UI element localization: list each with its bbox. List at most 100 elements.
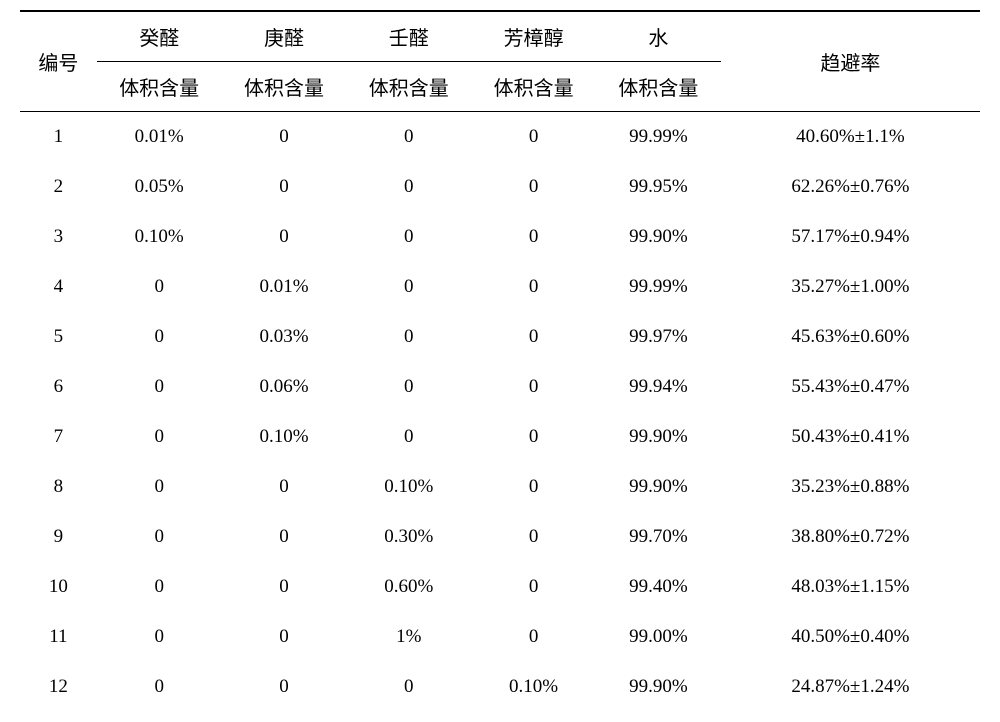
cell-compound-1: 0	[97, 562, 222, 612]
cell-rate: 35.27%±1.00%	[721, 262, 980, 312]
cell-compound-2: 0	[222, 162, 347, 212]
cell-compound-5: 99.94%	[596, 362, 721, 412]
cell-compound-1: 0.10%	[97, 212, 222, 262]
cell-rate: 38.80%±0.72%	[721, 512, 980, 562]
cell-rate: 35.23%±0.88%	[721, 462, 980, 512]
cell-number: 3	[20, 212, 97, 262]
cell-compound-5: 99.00%	[596, 612, 721, 662]
table-body: 10.01%00099.99%40.60%±1.1%20.05%00099.95…	[20, 112, 980, 713]
header-rate: 趋避率	[721, 11, 980, 112]
cell-compound-1: 0.01%	[97, 112, 222, 163]
cell-compound-2: 0.01%	[222, 262, 347, 312]
cell-number: 9	[20, 512, 97, 562]
header-compound-5: 水	[596, 11, 721, 62]
cell-compound-1: 0	[97, 412, 222, 462]
cell-compound-1: 0	[97, 312, 222, 362]
subheader-volume-2: 体积含量	[222, 62, 347, 112]
cell-rate: 48.03%±1.15%	[721, 562, 980, 612]
cell-compound-5: 99.99%	[596, 262, 721, 312]
cell-compound-5: 99.90%	[596, 412, 721, 462]
cell-number: 12	[20, 662, 97, 712]
cell-compound-5: 99.40%	[596, 562, 721, 612]
cell-compound-3: 0.10%	[346, 462, 471, 512]
cell-compound-5: 99.95%	[596, 162, 721, 212]
cell-rate: 40.50%±0.40%	[721, 612, 980, 662]
table-row: 400.01%0099.99%35.27%±1.00%	[20, 262, 980, 312]
table-row: 8000.10%099.90%35.23%±0.88%	[20, 462, 980, 512]
cell-number: 7	[20, 412, 97, 462]
cell-compound-2: 0	[222, 212, 347, 262]
cell-compound-2: 0.10%	[222, 412, 347, 462]
header-compound-2: 庚醛	[222, 11, 347, 62]
cell-compound-4: 0	[471, 412, 596, 462]
subheader-volume-5: 体积含量	[596, 62, 721, 112]
cell-compound-3: 0	[346, 162, 471, 212]
subheader-volume-3: 体积含量	[346, 62, 471, 112]
cell-number: 5	[20, 312, 97, 362]
cell-compound-3: 0	[346, 362, 471, 412]
cell-compound-3: 0.30%	[346, 512, 471, 562]
cell-compound-3: 0	[346, 662, 471, 712]
cell-compound-4: 0	[471, 512, 596, 562]
table-header: 编号 癸醛 庚醛 壬醛 芳樟醇 水 趋避率 体积含量 体积含量 体积含量 体积含…	[20, 11, 980, 112]
cell-compound-3: 0	[346, 112, 471, 163]
cell-rate: 55.43%±0.47%	[721, 362, 980, 412]
cell-compound-3: 0.60%	[346, 562, 471, 612]
table-row: 600.06%0099.94%55.43%±0.47%	[20, 362, 980, 412]
header-number: 编号	[20, 11, 97, 112]
cell-compound-4: 0	[471, 612, 596, 662]
header-compound-3: 壬醛	[346, 11, 471, 62]
table-row: 10.01%00099.99%40.60%±1.1%	[20, 112, 980, 163]
cell-compound-3: 0	[346, 262, 471, 312]
cell-compound-2: 0	[222, 562, 347, 612]
cell-compound-5: 99.97%	[596, 312, 721, 362]
cell-compound-1: 0	[97, 512, 222, 562]
table-row: 700.10%0099.90%50.43%±0.41%	[20, 412, 980, 462]
table-row: 30.10%00099.90%57.17%±0.94%	[20, 212, 980, 262]
table-row: 10000.60%099.40%48.03%±1.15%	[20, 562, 980, 612]
data-table: 编号 癸醛 庚醛 壬醛 芳樟醇 水 趋避率 体积含量 体积含量 体积含量 体积含…	[20, 10, 980, 712]
cell-compound-4: 0	[471, 462, 596, 512]
subheader-volume-4: 体积含量	[471, 62, 596, 112]
cell-rate: 62.26%±0.76%	[721, 162, 980, 212]
header-compound-4: 芳樟醇	[471, 11, 596, 62]
table-row: 9000.30%099.70%38.80%±0.72%	[20, 512, 980, 562]
cell-number: 2	[20, 162, 97, 212]
cell-compound-3: 1%	[346, 612, 471, 662]
cell-compound-3: 0	[346, 212, 471, 262]
cell-compound-5: 99.70%	[596, 512, 721, 562]
cell-compound-5: 99.90%	[596, 462, 721, 512]
subheader-volume-1: 体积含量	[97, 62, 222, 112]
cell-compound-1: 0	[97, 362, 222, 412]
cell-compound-2: 0	[222, 112, 347, 163]
header-compound-1: 癸醛	[97, 11, 222, 62]
cell-number: 4	[20, 262, 97, 312]
cell-rate: 57.17%±0.94%	[721, 212, 980, 262]
cell-compound-4: 0	[471, 562, 596, 612]
cell-compound-4: 0	[471, 362, 596, 412]
cell-compound-4: 0.10%	[471, 662, 596, 712]
cell-compound-4: 0	[471, 162, 596, 212]
cell-compound-5: 99.90%	[596, 662, 721, 712]
cell-compound-4: 0	[471, 212, 596, 262]
cell-rate: 40.60%±1.1%	[721, 112, 980, 163]
cell-compound-2: 0	[222, 662, 347, 712]
cell-compound-4: 0	[471, 312, 596, 362]
cell-compound-4: 0	[471, 262, 596, 312]
cell-compound-1: 0	[97, 462, 222, 512]
cell-rate: 50.43%±0.41%	[721, 412, 980, 462]
cell-compound-2: 0.06%	[222, 362, 347, 412]
cell-compound-4: 0	[471, 112, 596, 163]
cell-compound-1: 0	[97, 612, 222, 662]
cell-number: 11	[20, 612, 97, 662]
table-row: 120000.10%99.90%24.87%±1.24%	[20, 662, 980, 712]
cell-rate: 24.87%±1.24%	[721, 662, 980, 712]
cell-compound-2: 0	[222, 512, 347, 562]
cell-compound-1: 0	[97, 262, 222, 312]
cell-compound-3: 0	[346, 312, 471, 362]
cell-number: 8	[20, 462, 97, 512]
table-row: 11001%099.00%40.50%±0.40%	[20, 612, 980, 662]
cell-compound-1: 0.05%	[97, 162, 222, 212]
table-row: 20.05%00099.95%62.26%±0.76%	[20, 162, 980, 212]
cell-number: 1	[20, 112, 97, 163]
